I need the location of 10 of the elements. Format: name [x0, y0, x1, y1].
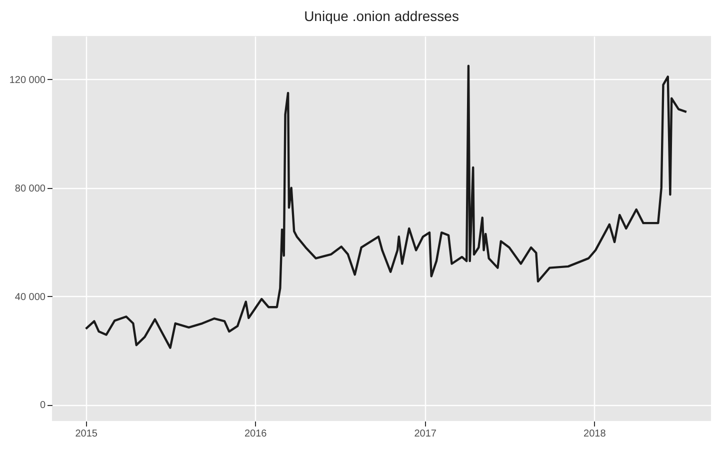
chart-title: Unique .onion addresses: [304, 8, 459, 24]
x-tick-label: 2018: [584, 428, 606, 440]
line-series: [84, 64, 688, 349]
x-tick-label: 2017: [414, 428, 437, 440]
x-tick-label: 2015: [75, 428, 98, 440]
y-tick-label: 80 000: [14, 183, 46, 194]
x-tick-label: 2016: [244, 428, 268, 440]
y-tick-label: 0: [40, 400, 46, 412]
y-tick-label: 120 000: [9, 74, 46, 86]
y-tick-label: 40 000: [14, 292, 46, 303]
